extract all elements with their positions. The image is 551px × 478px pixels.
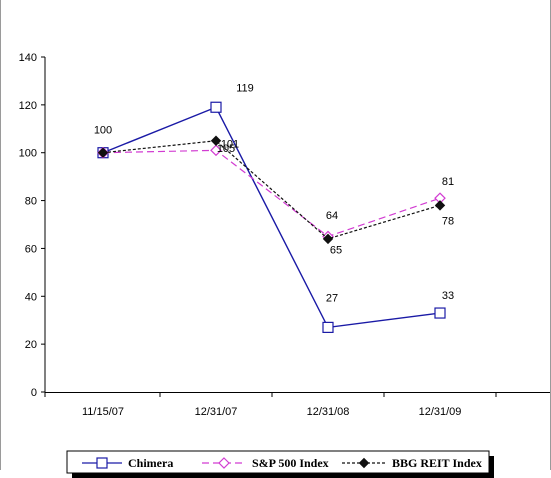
data-label: 105: [217, 143, 235, 155]
legend-label: BBG REIT Index: [392, 456, 482, 470]
y-tick-label: 120: [19, 100, 37, 112]
y-tick-label: 40: [25, 291, 37, 303]
data-point-marker: [434, 200, 446, 211]
series-s-p-500-index: [97, 144, 446, 243]
data-point-marker: [96, 457, 108, 469]
y-tick-label: 60: [25, 243, 37, 255]
data-label: 119: [236, 82, 254, 94]
data-label: 78: [442, 215, 454, 227]
data-point-marker: [434, 307, 446, 319]
y-tick-label: 140: [19, 52, 37, 64]
data-label: 101: [221, 138, 239, 150]
x-tick-label: 12/31/08: [307, 406, 350, 418]
legend-item-bbg-reit-index: BBG REIT Index: [342, 456, 482, 470]
data-point-marker: [322, 321, 334, 333]
x-tick-label: 12/31/07: [195, 406, 238, 418]
legend-box: [66, 450, 490, 474]
series-chimera: [97, 101, 446, 333]
axes: 0 20 40 60 80 100 120 140 11/15/07 12/31/07 12/31/…: [19, 52, 550, 418]
data-point-marker: [210, 135, 222, 146]
legend-item-chimera: Chimera: [82, 456, 173, 470]
x-tick-label: 11/15/07: [82, 406, 124, 418]
data-label: 64: [326, 210, 338, 222]
y-tick-label: 0: [31, 387, 37, 399]
data-point-marker: [322, 233, 334, 245]
y-tick-label: 20: [25, 339, 37, 351]
series-line: [102, 106, 441, 329]
data-label: 33: [442, 290, 454, 302]
legend-item-s-p-500-index: S&P 500 Index: [202, 456, 329, 470]
data-label: 65: [330, 244, 342, 256]
data-label: 100: [94, 125, 112, 137]
legend-label: S&P 500 Index: [252, 456, 329, 470]
data-point-marker: [218, 457, 230, 469]
data-point-marker: [210, 101, 222, 113]
series-line: [102, 149, 441, 238]
x-tick-label: 12/31/09: [419, 406, 462, 418]
data-labels: 100 119 27 33 101 65 81 105 64 78: [94, 82, 454, 304]
data-point-marker: [210, 144, 222, 157]
legend: Chimera S&P 500 Index BBG REIT Index: [66, 450, 494, 478]
plot-series: [97, 101, 446, 333]
data-label: 81: [442, 176, 454, 188]
y-tick-label: 100: [19, 148, 37, 160]
legend-label: Chimera: [128, 456, 173, 470]
data-point-marker: [97, 147, 109, 158]
series-bbg-reit-index: [97, 135, 446, 245]
data-label: 27: [326, 292, 338, 304]
series-line: [102, 140, 441, 240]
data-point-marker: [358, 457, 370, 469]
y-tick-label: 80: [25, 196, 37, 208]
